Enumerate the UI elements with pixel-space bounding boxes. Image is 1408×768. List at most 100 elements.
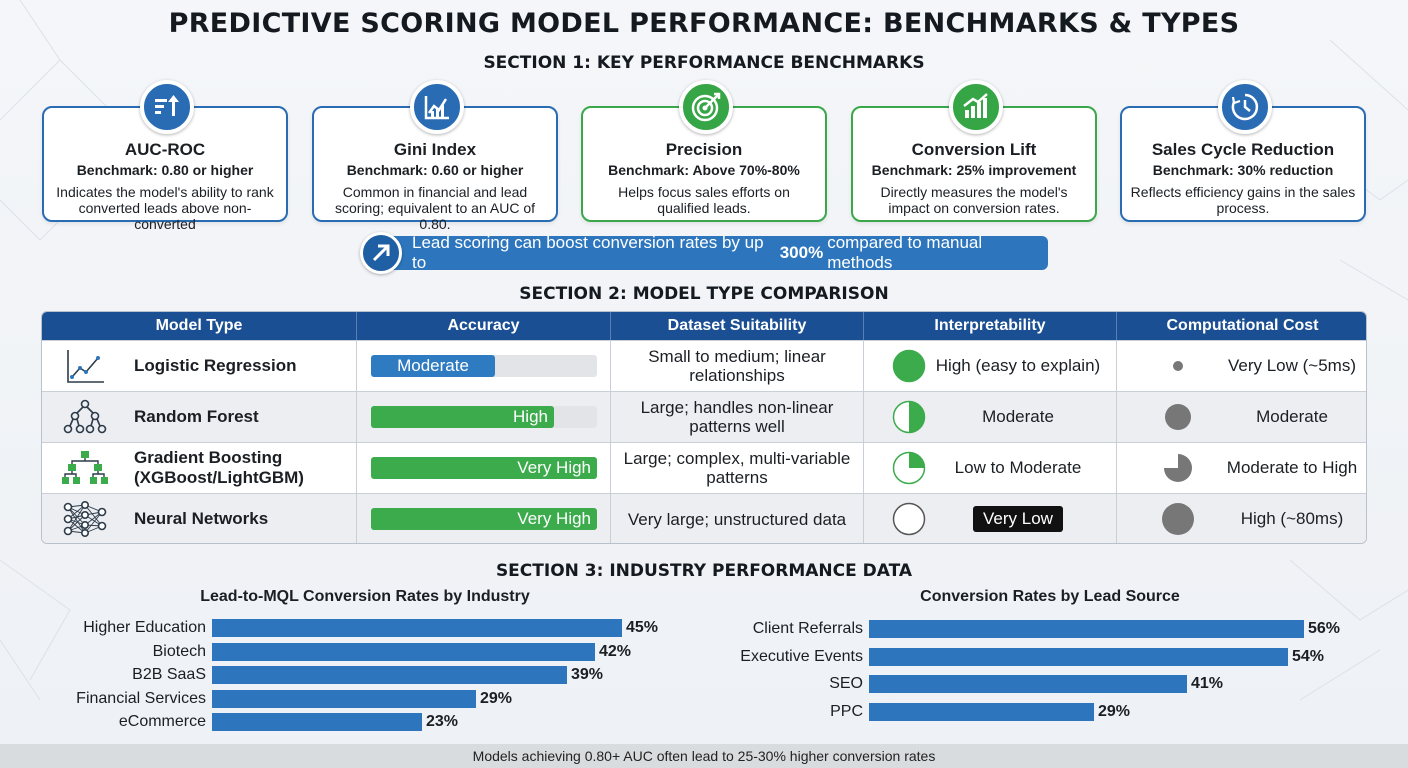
accuracy-fill: Moderate [371, 355, 495, 377]
bar [869, 675, 1187, 694]
dataset-suitability: Large; complex, multi-variable patterns [623, 449, 851, 487]
callout-text: Lead scoring can boost conversion rates … [412, 233, 764, 272]
bar [212, 619, 622, 637]
section1-heading: SECTION 1: KEY PERFORMANCE BENCHMARKS [483, 53, 925, 73]
accuracy-bar: Moderate [371, 355, 597, 377]
column-header: Interpretability [864, 312, 1117, 340]
growth-chart-icon [949, 80, 1003, 134]
column-header: Dataset Suitability [611, 312, 864, 340]
arrow-up-right-icon [360, 232, 402, 274]
cost-dot-icon [1164, 454, 1192, 482]
bar-label: SEO [829, 675, 863, 693]
bar-label: eCommerce [118, 713, 206, 730]
card-title: Precision [665, 140, 743, 159]
table-row: Logistic Regression Moderate Small to me… [42, 340, 1366, 391]
hierarchy-icon [62, 451, 108, 484]
harvey-ball-icon [892, 502, 926, 536]
page-title: PREDICTIVE SCORING MODEL PERFORMANCE: BE… [168, 8, 1240, 39]
model-comparison-table: Model Type Accuracy Dataset Suitability … [41, 311, 1367, 544]
target-icon [679, 80, 733, 134]
line-chart-icon [67, 350, 104, 383]
card-title: AUC-ROC [124, 140, 206, 159]
card-description: Common in financial and lead scoring; eq… [334, 184, 535, 232]
benchmark-card-precision: Precision Benchmark: Above 70%-80% Helps… [581, 80, 827, 222]
accuracy-fill: Very High [371, 508, 597, 530]
line-chart-icon [410, 80, 464, 134]
computational-cost: Moderate [1256, 407, 1328, 426]
table-row: Gradient Boosting (XGBoost/LightGBM) Ver… [42, 442, 1366, 493]
bar-label: B2B SaaS [132, 666, 206, 683]
section3-heading: SECTION 3: INDUSTRY PERFORMANCE DATA [495, 561, 913, 581]
card-benchmark: Benchmark: 30% reduction [1152, 162, 1334, 178]
callout-text-end: compared to manual methods [827, 233, 983, 272]
accuracy-bar: Very High [371, 508, 597, 530]
bar-label: Client Referrals [752, 620, 863, 637]
tree-icon [63, 399, 107, 434]
table-row: Random Forest High Large; handles non-li… [42, 391, 1366, 442]
model-name: Gradient Boosting (XGBoost/LightGBM) [134, 448, 304, 487]
bar-label: Higher Education [83, 619, 206, 636]
column-header: Computational Cost [1166, 317, 1319, 334]
chart-title-lead-source: Conversion Rates by Lead Source [920, 588, 1180, 605]
dataset-suitability: Large; handles non-linear patterns well [640, 398, 834, 436]
bar-value-label: 42% [599, 642, 632, 660]
harvey-ball-icon [892, 349, 926, 383]
column-header: Model Type [42, 312, 357, 340]
chart-title-industry: Lead-to-MQL Conversion Rates by Industry [200, 588, 530, 605]
bar [869, 703, 1094, 722]
computational-cost: Very Low (~5ms) [1227, 356, 1356, 375]
table-row: Neural Networks Very High Very large; un… [42, 493, 1366, 543]
bar-label: Biotech [152, 642, 206, 660]
benchmark-card-sales-cycle-reduction: Sales Cycle Reduction Benchmark: 30% red… [1120, 80, 1366, 222]
card-title: Sales Cycle Reduction [1151, 140, 1335, 159]
card-benchmark: Benchmark: 0.80 or higher [76, 162, 254, 178]
bar-value-label: 54% [1292, 647, 1325, 665]
benchmark-card-auc-roc: AUC-ROC Benchmark: 0.80 or higher Indica… [42, 80, 288, 232]
accuracy-fill: High [371, 406, 554, 428]
model-name: Logistic Regression [134, 356, 297, 375]
card-title: Gini Index [393, 140, 477, 159]
model-name: Random Forest [134, 407, 259, 426]
bar [212, 666, 567, 684]
bar-label: Financial Services [76, 689, 206, 707]
harvey-ball-icon [892, 400, 926, 434]
footer-note: Models achieving 0.80+ AUC often lead to… [0, 744, 1408, 768]
computational-cost: Moderate to High [1226, 458, 1358, 477]
column-header: Accuracy [357, 312, 611, 340]
cost-dot-icon [1173, 361, 1183, 371]
bar-value-label: 56% [1308, 620, 1341, 637]
cost-dot-icon [1162, 503, 1194, 535]
bar [869, 620, 1304, 638]
table-header: Model Type Accuracy Dataset Suitability … [42, 312, 1366, 340]
bar-value-label: 41% [1191, 675, 1224, 693]
card-description: Helps focus sales efforts on qualified l… [618, 184, 790, 216]
interpretability: Low to Moderate [954, 458, 1082, 477]
card-benchmark: Benchmark: 0.60 or higher [346, 162, 524, 178]
bar-label: PPC [830, 703, 863, 721]
bar-value-label: 23% [426, 713, 459, 730]
interpretability: Very Low [932, 494, 1104, 543]
bar [212, 642, 595, 661]
harvey-ball-icon [892, 451, 926, 485]
interpretability: High (easy to explain) [935, 356, 1101, 375]
bar-label: Executive Events [740, 647, 863, 665]
bar-value-label: 39% [571, 666, 604, 683]
model-name: Neural Networks [134, 509, 269, 528]
card-benchmark: Benchmark: Above 70%-80% [608, 162, 800, 178]
neural-network-icon [63, 501, 107, 537]
bar-value-label: 29% [480, 689, 513, 707]
accuracy-fill: Very High [371, 457, 597, 479]
card-description: Directly measures the model's impact on … [880, 184, 1068, 216]
interpretability-badge: Very Low [973, 506, 1063, 532]
accuracy-bar: High [371, 406, 597, 428]
bar [212, 713, 422, 731]
card-description: Reflects efficiency gains in the sales p… [1130, 184, 1356, 216]
dataset-suitability: Small to medium; linear relationships [648, 347, 826, 385]
clock-icon [1218, 80, 1272, 134]
sort-ascending-icon [140, 80, 194, 134]
card-description: Indicates the model's ability to rank co… [56, 184, 274, 232]
bar-value-label: 45% [626, 619, 659, 636]
cost-dot-icon [1165, 404, 1191, 430]
section2-heading: SECTION 2: MODEL TYPE COMPARISON [519, 284, 889, 304]
interpretability: Moderate [982, 407, 1054, 426]
